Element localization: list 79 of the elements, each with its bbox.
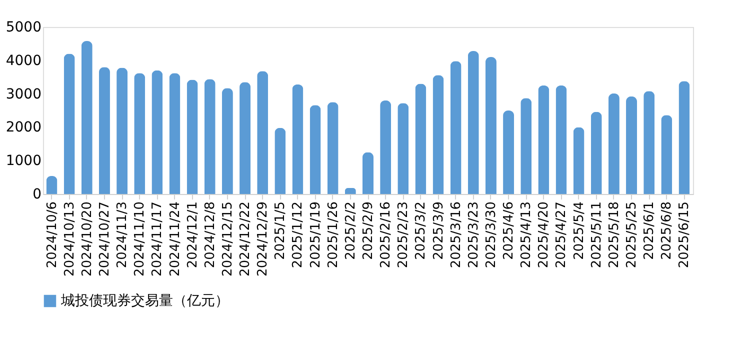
x-tick-label: 2024/10/13 bbox=[62, 202, 78, 276]
bar bbox=[678, 81, 690, 194]
x-tick-label: 2025/5/11 bbox=[589, 202, 604, 268]
x-tick-label: 2024/12/8 bbox=[202, 202, 218, 268]
x-tick-label: 2025/4/20 bbox=[536, 202, 552, 268]
y-tick-label: 3000 bbox=[6, 86, 42, 102]
x-tick-label: 2024/12/1 bbox=[185, 202, 200, 268]
x-tick-label: 2025/4/27 bbox=[554, 202, 570, 268]
x-tick-label: 2025/3/9 bbox=[431, 202, 446, 260]
bar bbox=[327, 102, 338, 194]
x-tick-label: 2025/2/2 bbox=[343, 202, 358, 260]
x-tick-label: 2025/1/5 bbox=[273, 202, 288, 260]
bar bbox=[240, 82, 251, 194]
bar bbox=[415, 84, 426, 194]
x-tick-label: 2025/3/23 bbox=[466, 202, 482, 268]
bar bbox=[538, 85, 550, 194]
legend-label: 城投债现券交易量（亿元） bbox=[60, 293, 229, 309]
bar bbox=[556, 85, 567, 194]
bar bbox=[134, 73, 146, 194]
bar bbox=[398, 103, 409, 194]
bar bbox=[485, 57, 496, 194]
y-tick-label: 0 bbox=[32, 186, 42, 202]
x-tick-label: 2025/6/1 bbox=[642, 202, 658, 260]
x-tick-label: 2024/10/27 bbox=[97, 202, 112, 276]
x-tick-label: 2025/5/18 bbox=[606, 202, 622, 268]
x-tick-label: 2025/4/6 bbox=[502, 202, 517, 260]
x-tick-label: 2024/12/29 bbox=[256, 202, 271, 276]
bar bbox=[222, 88, 233, 194]
bar bbox=[432, 75, 444, 194]
x-tick-label: 2025/6/8 bbox=[660, 202, 675, 260]
bar bbox=[169, 73, 180, 194]
bar bbox=[98, 67, 110, 194]
bar bbox=[520, 98, 532, 194]
bar bbox=[204, 79, 216, 194]
bar bbox=[468, 51, 479, 194]
y-tick-label: 1000 bbox=[6, 153, 42, 170]
bar bbox=[503, 110, 514, 194]
bar bbox=[644, 91, 655, 194]
bar bbox=[450, 61, 462, 194]
bar bbox=[292, 84, 304, 194]
bar bbox=[380, 100, 392, 194]
x-tick-label: 2024/10/6 bbox=[44, 202, 60, 268]
bar bbox=[274, 128, 286, 194]
y-tick-label: 5000 bbox=[6, 20, 42, 36]
x-tick-label: 2025/3/30 bbox=[484, 202, 499, 268]
bar bbox=[661, 115, 672, 194]
bar bbox=[257, 71, 268, 194]
x-tick-label: 2024/11/10 bbox=[132, 202, 148, 276]
bar bbox=[64, 54, 75, 194]
x-tick-label: 2025/1/26 bbox=[326, 202, 341, 268]
x-tick-label: 2024/11/3 bbox=[115, 202, 130, 268]
y-tick-label: 4000 bbox=[6, 52, 42, 69]
bar bbox=[590, 112, 602, 194]
x-tick-label: 2024/12/22 bbox=[238, 202, 254, 276]
bar bbox=[116, 68, 128, 194]
y-tick-label: 2000 bbox=[6, 120, 42, 136]
bar bbox=[362, 152, 374, 194]
bar bbox=[608, 93, 620, 194]
bar bbox=[81, 41, 92, 194]
x-tick-label: 2024/11/17 bbox=[150, 202, 166, 276]
x-tick-label: 2025/3/16 bbox=[448, 202, 464, 268]
x-tick-label: 2025/2/16 bbox=[378, 202, 394, 268]
x-tick-label: 2025/2/23 bbox=[396, 202, 412, 268]
x-tick-label: 2025/3/2 bbox=[414, 202, 429, 260]
bar bbox=[573, 127, 584, 194]
x-tick-label: 2024/11/24 bbox=[168, 202, 183, 276]
x-tick-label: 2025/4/13 bbox=[519, 202, 534, 268]
x-tick-label: 2025/1/19 bbox=[308, 202, 324, 268]
x-tick-label: 2024/12/15 bbox=[220, 202, 236, 276]
x-tick-label: 2025/5/25 bbox=[624, 202, 640, 268]
x-tick-label: 2025/6/15 bbox=[677, 202, 692, 268]
x-tick-label: 2025/2/9 bbox=[361, 202, 376, 260]
x-tick-label: 2024/10/20 bbox=[80, 202, 95, 276]
bar bbox=[310, 105, 321, 194]
bar bbox=[626, 96, 638, 194]
bar bbox=[186, 80, 198, 194]
bar bbox=[152, 70, 163, 194]
x-tick-label: 2025/5/4 bbox=[572, 202, 587, 260]
x-tick-label: 2025/1/12 bbox=[290, 202, 306, 268]
